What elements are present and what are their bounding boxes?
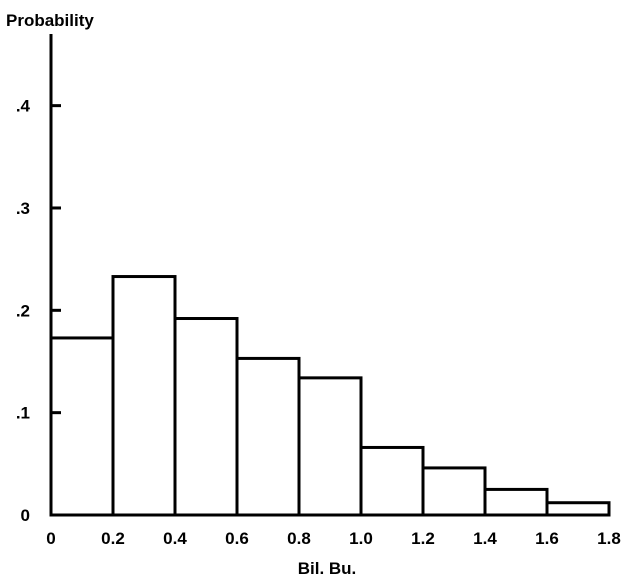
bar-0 [49, 336, 115, 517]
x-tick-label-3: 0.6 [225, 529, 249, 548]
x-tick-label-2: 0.4 [163, 529, 187, 548]
x-axis-label: Bil. Bu. [298, 559, 357, 578]
bar-7 [483, 487, 549, 517]
bar-5 [359, 445, 425, 517]
x-tick-label-0: 0 [46, 529, 55, 548]
x-ticks-group: 0 0.2 0.4 0.6 0.8 1.0 1.2 1.4 1.6 1.8 [46, 529, 621, 548]
y-tick-label-2: .2 [16, 301, 30, 320]
bar-6 [421, 466, 487, 517]
bar-2 [173, 317, 239, 517]
x-tick-label-7: 1.4 [473, 529, 497, 548]
y-tick-label-0: 0 [21, 506, 30, 525]
bar-8 [545, 501, 611, 517]
bar-1 [111, 275, 177, 517]
bar-3 [235, 356, 301, 517]
bars-group [49, 275, 611, 517]
x-tick-label-1: 0.2 [101, 529, 125, 548]
y-tick-label-1: .1 [16, 404, 30, 423]
y-ticks-group: 0 .1 .2 .3 .4 [16, 97, 61, 525]
x-tick-label-9: 1.8 [597, 529, 621, 548]
x-tick-label-4: 0.8 [287, 529, 311, 548]
y-axis-label: Probability [6, 11, 94, 30]
y-tick-label-4: .4 [16, 97, 31, 116]
y-tick-label-3: .3 [16, 199, 30, 218]
bar-4 [297, 376, 363, 517]
x-tick-label-8: 1.6 [535, 529, 559, 548]
x-tick-label-6: 1.2 [411, 529, 435, 548]
x-tick-label-5: 1.0 [349, 529, 373, 548]
